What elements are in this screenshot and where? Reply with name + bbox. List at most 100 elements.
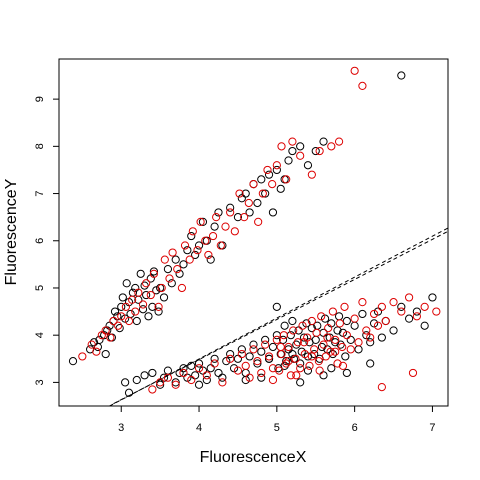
data-point-black bbox=[198, 217, 208, 226]
data-point-red bbox=[282, 175, 291, 184]
data-point-red bbox=[193, 246, 202, 255]
data-point-red bbox=[377, 383, 386, 392]
data-point-black bbox=[397, 71, 406, 80]
data-point-black bbox=[334, 312, 344, 321]
data-point-red bbox=[160, 255, 169, 264]
data-point-black bbox=[261, 189, 270, 198]
data-point-black bbox=[194, 241, 204, 250]
data-point-black bbox=[142, 290, 151, 300]
data-point-black bbox=[268, 342, 278, 352]
data-point-red bbox=[148, 385, 157, 394]
data-point-red bbox=[327, 142, 336, 151]
data-point-red bbox=[305, 361, 314, 370]
data-point-red bbox=[87, 340, 96, 349]
data-point-red bbox=[253, 357, 262, 366]
data-point-red bbox=[154, 302, 163, 311]
data-point-black bbox=[148, 368, 157, 378]
data-point-red bbox=[171, 380, 180, 389]
data-point-black bbox=[140, 371, 149, 380]
data-point-red bbox=[235, 189, 244, 198]
data-point-red bbox=[257, 368, 266, 378]
data-point-red bbox=[338, 361, 348, 370]
data-point-red bbox=[264, 352, 274, 361]
data-point-red bbox=[412, 312, 421, 321]
data-point-red bbox=[296, 364, 305, 373]
data-point-black bbox=[428, 293, 437, 302]
data-point-red bbox=[298, 321, 307, 330]
data-point-black bbox=[138, 305, 148, 314]
data-point-red bbox=[204, 250, 213, 260]
data-point-black bbox=[282, 357, 291, 366]
data-point-black bbox=[210, 354, 219, 363]
y-tick-label: 3 bbox=[34, 379, 46, 385]
data-point-black bbox=[253, 359, 262, 368]
data-point-red bbox=[323, 333, 332, 342]
data-point-black bbox=[296, 378, 305, 387]
data-point-black bbox=[288, 146, 297, 156]
data-point-red bbox=[288, 137, 297, 146]
data-point-red bbox=[358, 298, 367, 307]
data-point-red bbox=[180, 241, 190, 250]
data-point-red bbox=[245, 373, 254, 382]
data-point-black bbox=[377, 333, 386, 342]
data-point-black bbox=[194, 359, 204, 368]
data-point-black bbox=[342, 316, 351, 326]
data-point-black bbox=[358, 309, 367, 319]
data-point-black bbox=[292, 340, 301, 349]
data-point-red bbox=[276, 342, 285, 352]
data-point-red bbox=[331, 347, 340, 356]
data-point-red bbox=[279, 331, 288, 340]
data-point-red bbox=[230, 227, 239, 236]
data-point-black bbox=[171, 255, 180, 264]
data-point-black bbox=[331, 338, 340, 347]
data-point-red bbox=[268, 180, 277, 189]
data-point-black bbox=[272, 302, 281, 311]
data-point-red bbox=[319, 340, 328, 349]
data-point-black bbox=[149, 267, 159, 276]
data-point-red bbox=[286, 371, 295, 380]
data-point-red bbox=[138, 300, 148, 309]
data-point-red bbox=[146, 290, 155, 300]
data-point-red bbox=[168, 248, 177, 257]
data-point-black bbox=[257, 347, 266, 356]
data-point-black bbox=[136, 269, 145, 278]
data-point-red bbox=[101, 326, 110, 335]
data-point-red bbox=[338, 342, 347, 352]
x-axis-title: FluorescenceX bbox=[200, 449, 307, 466]
data-point-red bbox=[261, 340, 270, 349]
reference-line bbox=[109, 227, 449, 407]
data-point-red bbox=[268, 375, 278, 385]
data-point-black bbox=[299, 333, 309, 342]
data-point-black bbox=[253, 198, 262, 208]
x-tick-label: 3 bbox=[118, 422, 124, 434]
data-point-black bbox=[183, 246, 192, 255]
y-tick-label: 5 bbox=[34, 285, 46, 291]
data-point-red bbox=[156, 378, 165, 387]
data-point-red bbox=[244, 198, 253, 208]
data-point-black bbox=[206, 255, 215, 264]
data-point-black bbox=[191, 371, 200, 380]
data-point-black bbox=[278, 335, 288, 345]
data-point-red bbox=[249, 345, 258, 354]
data-point-black bbox=[187, 231, 196, 241]
data-point-red bbox=[366, 333, 375, 342]
data-point-black bbox=[288, 316, 297, 326]
data-point-black bbox=[118, 293, 127, 302]
data-points bbox=[68, 66, 441, 397]
data-point-red bbox=[354, 338, 363, 347]
data-point-red bbox=[321, 352, 330, 361]
y-tick-label: 4 bbox=[34, 332, 46, 338]
data-point-red bbox=[187, 375, 196, 385]
data-point-red bbox=[237, 349, 246, 359]
reference-line bbox=[113, 230, 449, 405]
data-point-black bbox=[187, 361, 196, 370]
plot-frame bbox=[58, 58, 449, 407]
data-point-black bbox=[124, 388, 134, 397]
data-point-red bbox=[284, 357, 293, 366]
data-point-red bbox=[226, 354, 235, 363]
data-point-black bbox=[264, 354, 274, 363]
data-point-black bbox=[310, 349, 319, 359]
data-point-black bbox=[226, 349, 235, 359]
data-point-black bbox=[179, 260, 188, 269]
